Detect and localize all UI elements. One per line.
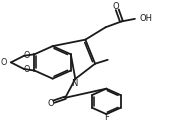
Text: O: O bbox=[23, 65, 29, 74]
Text: O: O bbox=[23, 51, 29, 60]
Text: O: O bbox=[48, 99, 54, 108]
Text: F: F bbox=[104, 113, 109, 122]
Text: OH: OH bbox=[140, 14, 153, 23]
Text: O: O bbox=[1, 58, 7, 67]
Text: N: N bbox=[71, 79, 78, 88]
Text: O: O bbox=[113, 2, 119, 11]
